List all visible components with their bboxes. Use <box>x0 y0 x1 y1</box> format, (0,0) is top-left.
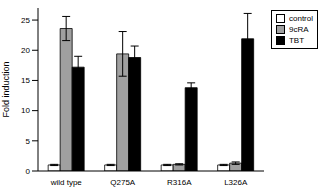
svg-text:wild type: wild type <box>50 178 83 187</box>
svg-text:0: 0 <box>26 167 31 176</box>
svg-text:Fold induction: Fold induction <box>8 61 11 117</box>
svg-text:15: 15 <box>21 76 30 85</box>
svg-text:20: 20 <box>21 46 30 55</box>
svg-text:10: 10 <box>21 106 30 115</box>
html-text:9cRA: 9cRA <box>289 25 309 34</box>
html-text:TBT: TBT <box>289 36 305 45</box>
svg-text:R316A: R316A <box>167 178 192 187</box>
html-text:control: control <box>289 14 313 23</box>
svg-text:5: 5 <box>26 137 31 146</box>
svg-text:Q275A: Q275A <box>110 178 136 187</box>
svg-text:L326A: L326A <box>224 178 248 187</box>
svg-text:25: 25 <box>21 16 30 25</box>
